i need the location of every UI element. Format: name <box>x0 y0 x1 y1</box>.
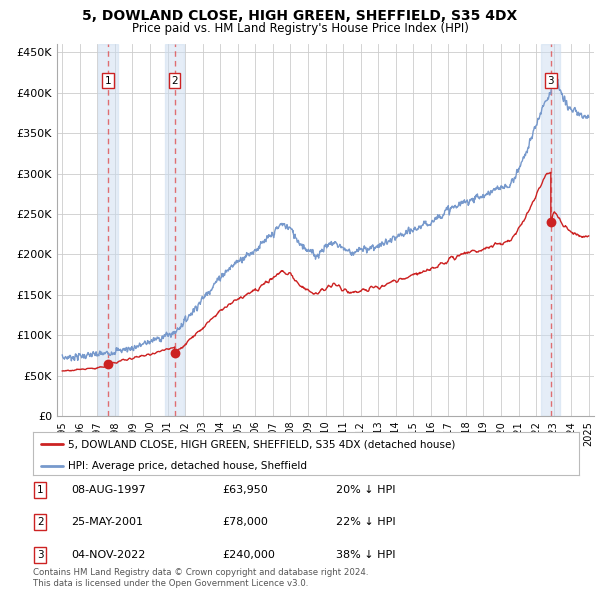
Text: HPI: Average price, detached house, Sheffield: HPI: Average price, detached house, Shef… <box>68 461 307 471</box>
Text: 2: 2 <box>37 517 44 527</box>
Text: 2: 2 <box>171 76 178 86</box>
Point <box>170 348 179 358</box>
Bar <box>165 44 184 416</box>
Text: 08-AUG-1997: 08-AUG-1997 <box>71 485 145 494</box>
Bar <box>541 44 560 416</box>
Point <box>103 359 113 369</box>
Text: 22% ↓ HPI: 22% ↓ HPI <box>336 517 395 527</box>
Text: 1: 1 <box>104 76 111 86</box>
Text: £63,950: £63,950 <box>222 485 268 494</box>
Text: 38% ↓ HPI: 38% ↓ HPI <box>336 550 395 559</box>
Text: Price paid vs. HM Land Registry's House Price Index (HPI): Price paid vs. HM Land Registry's House … <box>131 22 469 35</box>
Text: £78,000: £78,000 <box>222 517 268 527</box>
Text: 25-MAY-2001: 25-MAY-2001 <box>71 517 143 527</box>
Text: 1: 1 <box>37 485 44 494</box>
Text: 3: 3 <box>548 76 554 86</box>
Text: £240,000: £240,000 <box>222 550 275 559</box>
Text: 5, DOWLAND CLOSE, HIGH GREEN, SHEFFIELD, S35 4DX (detached house): 5, DOWLAND CLOSE, HIGH GREEN, SHEFFIELD,… <box>68 440 456 450</box>
Text: 3: 3 <box>37 550 44 559</box>
Text: Contains HM Land Registry data © Crown copyright and database right 2024.
This d: Contains HM Land Registry data © Crown c… <box>33 568 368 588</box>
Text: 5, DOWLAND CLOSE, HIGH GREEN, SHEFFIELD, S35 4DX: 5, DOWLAND CLOSE, HIGH GREEN, SHEFFIELD,… <box>82 9 518 23</box>
Text: 04-NOV-2022: 04-NOV-2022 <box>71 550 145 559</box>
Point <box>546 217 556 227</box>
Bar <box>98 44 118 416</box>
Text: 20% ↓ HPI: 20% ↓ HPI <box>336 485 395 494</box>
